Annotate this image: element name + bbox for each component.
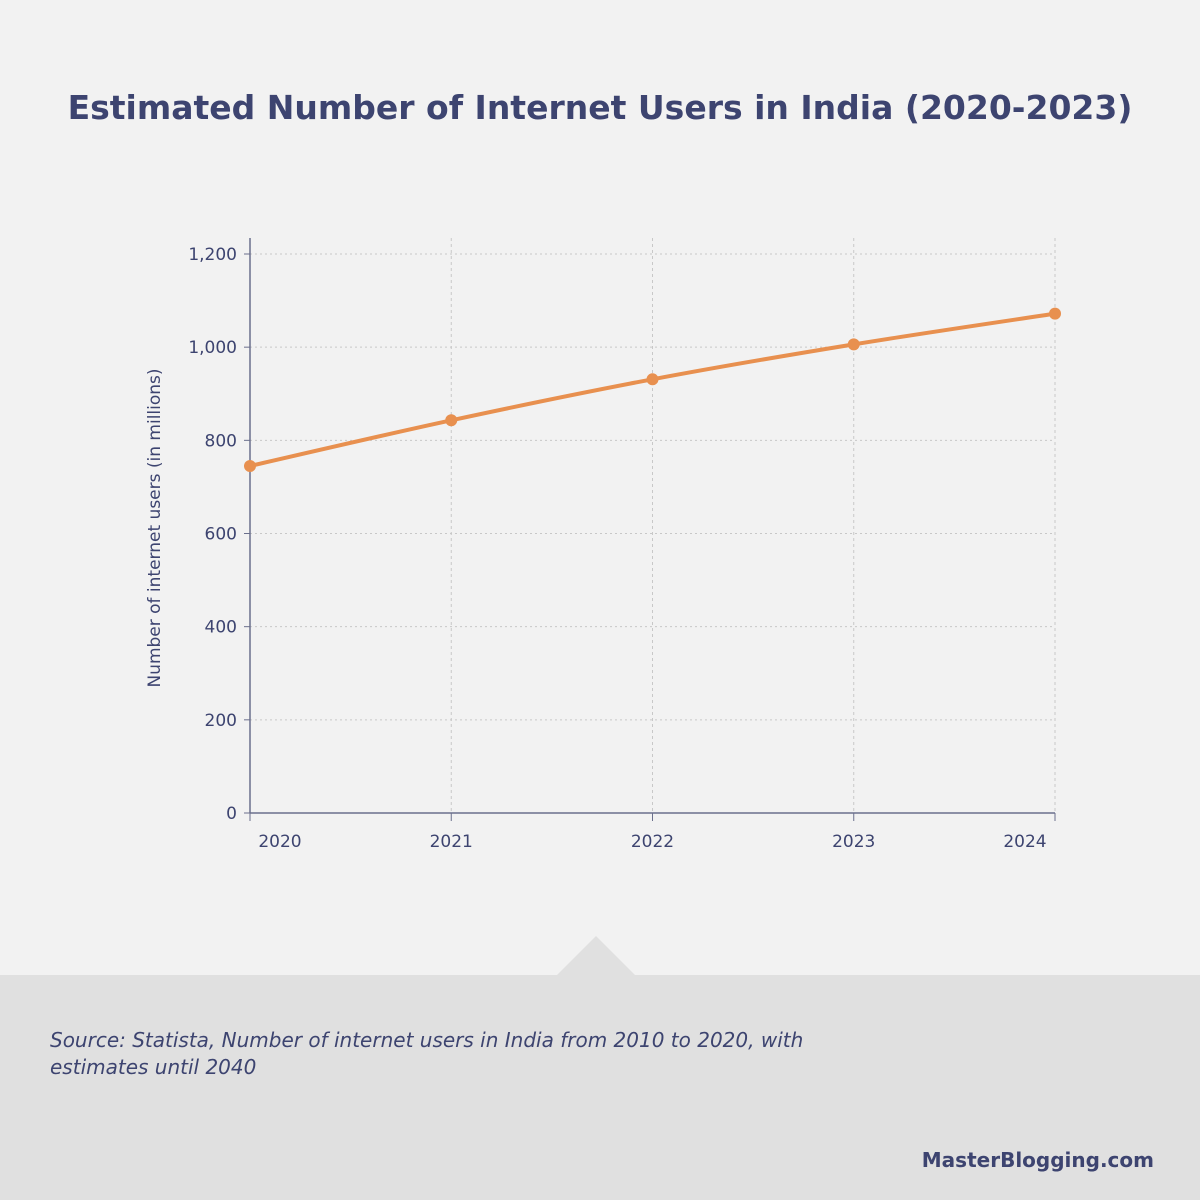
source-note: Source: Statista, Number of internet use…: [50, 1028, 804, 1079]
brand-logo: MasterBlogging.com: [921, 1148, 1154, 1172]
data-point: [244, 459, 256, 472]
footer-notch: [557, 936, 635, 975]
x-tick-label: 2020: [258, 832, 301, 852]
y-tick-label: 800: [205, 431, 237, 451]
data-point: [646, 373, 659, 386]
x-tick-label: 2023: [832, 832, 875, 852]
y-tick-label: 0: [226, 804, 237, 824]
chart-title: Estimated Number of Internet Users in In…: [67, 88, 1133, 127]
y-tick-label: 1,200: [188, 245, 237, 265]
x-tick-label: 2022: [631, 832, 674, 852]
y-tick-label: 400: [205, 618, 237, 638]
y-axis-label: Number of internet users (in millions): [145, 368, 165, 687]
y-tick-label: 200: [205, 711, 237, 731]
x-tick-label: 2021: [430, 832, 473, 852]
data-point: [847, 338, 860, 351]
y-tick-label: 600: [205, 525, 237, 545]
footer-band: [0, 975, 1200, 1200]
data-point: [445, 414, 458, 427]
y-tick-label: 1,000: [188, 338, 237, 358]
data-point: [1049, 307, 1061, 320]
x-tick-label: 2024: [1003, 832, 1046, 852]
